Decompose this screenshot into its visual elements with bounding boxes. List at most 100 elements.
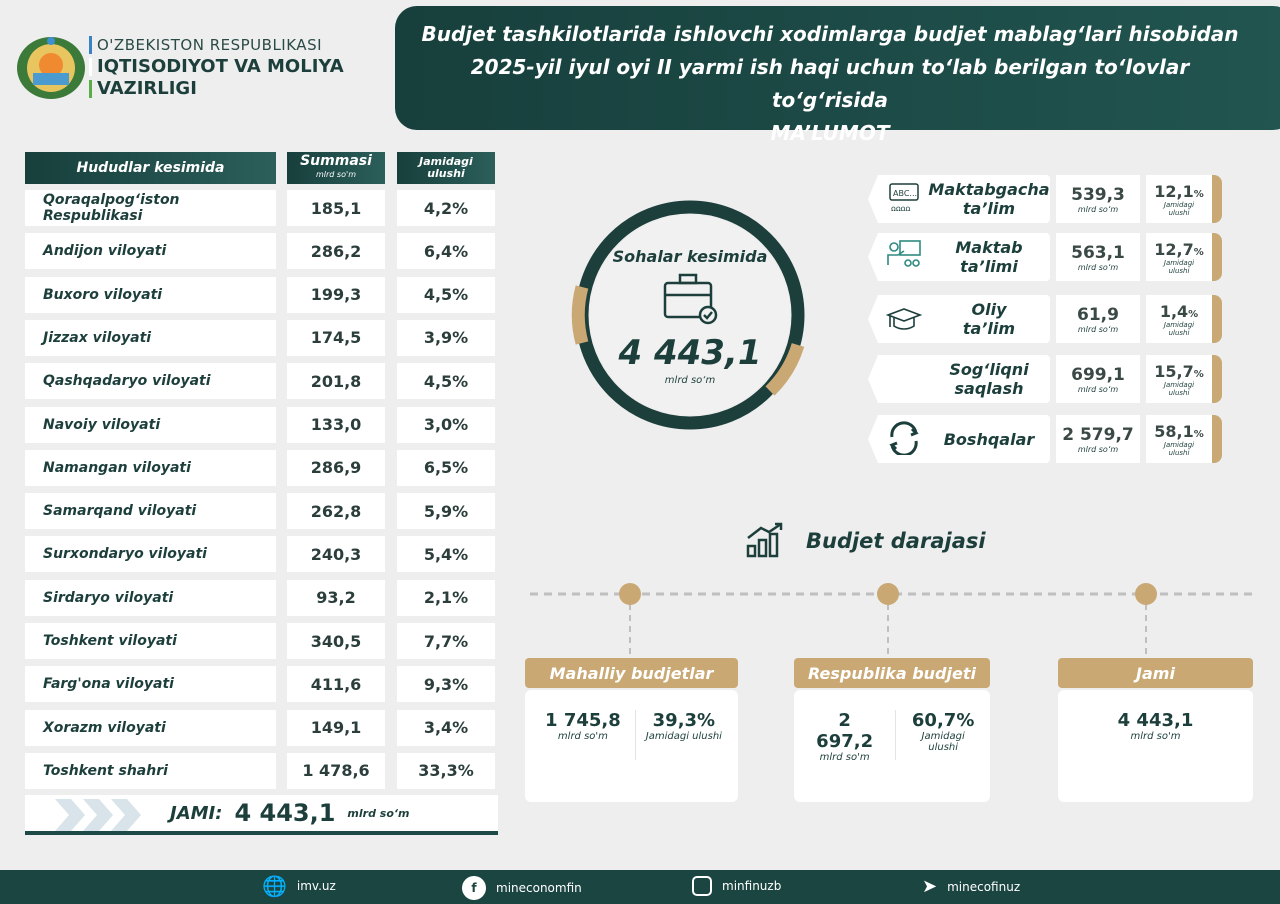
telegram-link[interactable]: ➤ minecofinuz <box>922 876 1020 897</box>
region-name-cell: Jizzax viloyati <box>25 319 276 356</box>
level-unit: mlrd so'm <box>1130 731 1181 742</box>
sector-name: Maktab ta’limi <box>928 238 1050 276</box>
sector-share-box: 58,1% Jamidagi ulushi <box>1146 415 1212 463</box>
sector-share-box: 15,7% Jamidagi ulushi <box>1146 355 1212 403</box>
percent-sign: % <box>1193 246 1204 258</box>
sector-share-value: 58,1 <box>1154 421 1194 441</box>
region-sum-cell: 93,2 <box>287 579 385 616</box>
region-name-cell: Sirdaryo viloyati <box>25 579 276 616</box>
sector-tab <box>1212 295 1222 343</box>
region-share-cell: 6,5% <box>397 449 495 486</box>
percent-sign: % <box>1193 188 1204 200</box>
total-label: JAMI: <box>170 802 223 824</box>
sum-header-unit: mlrd so'm <box>316 170 356 179</box>
level-value: 1 745,8 <box>545 710 621 731</box>
sector-share: 58,1% <box>1154 422 1204 441</box>
sector-tab <box>1212 233 1222 281</box>
region-sum-cell: 240,3 <box>287 536 385 573</box>
sector-name-line1: Sog‘liqni <box>949 360 1029 379</box>
region-sum-cell: 340,5 <box>287 623 385 659</box>
sector-tab <box>1212 355 1222 403</box>
level-share: 60,7% <box>911 710 975 731</box>
level-value-block: 2 697,2 mlrd so'm <box>794 710 895 802</box>
briefcase-icon <box>663 273 718 325</box>
sector-value-box: 539,3 mlrd so‘m <box>1056 175 1140 223</box>
growth-chart-icon <box>746 522 783 558</box>
sector-share-box: 1,4% Jamidagi ulushi <box>1146 295 1212 343</box>
sector-share: 15,7% <box>1154 362 1204 381</box>
sector-name-line2: ta’limi <box>960 257 1018 276</box>
sector-share-box: 12,1% Jamidagi ulushi <box>1146 175 1212 223</box>
telegram-icon: ➤ <box>922 876 938 897</box>
org-line2: IQTISODIYOT VA MOLIYA <box>97 56 344 77</box>
sector-row: ABC... ꭥꭥꭥꭥ Maktabgacha ta’lim 539,3 mlrd so‘… <box>868 175 1222 223</box>
region-name-cell: Qoraqalpog‘iston Respublikasi <box>25 190 276 226</box>
title-line3: MA’LUMOT <box>770 121 890 145</box>
region-share-cell: 3,9% <box>397 319 495 356</box>
region-share-cell: 4,5% <box>397 363 495 400</box>
region-name-cell: Navoiy viloyati <box>25 406 276 443</box>
sectors-circle: Sohalar kesimida 4 443,1 mlrd so‘m <box>570 195 810 439</box>
org-line3: VAZIRLIGI <box>97 78 197 99</box>
region-share-cell: 6,4% <box>397 233 495 270</box>
sectors-total: 4 443,1 <box>618 333 762 373</box>
chevrons-decoration-icon <box>55 799 141 831</box>
region-name-cell: Buxoro viloyati <box>25 276 276 313</box>
region-sum-cell: 286,9 <box>287 449 385 486</box>
sector-name-line1: Oliy <box>971 300 1007 319</box>
sector-share: 12,1% <box>1154 182 1204 201</box>
svg-text:ꭥꭥꭥꭥ: ꭥꭥꭥꭥ <box>891 204 911 213</box>
coat-of-arms-logo <box>15 35 87 101</box>
sector-unit: mlrd so‘m <box>1077 384 1119 394</box>
sector-name-box: Boshqalar <box>868 415 1050 463</box>
region-sum-cell: 149,1 <box>287 709 385 746</box>
level-share: 39,3% <box>652 710 716 731</box>
level-card: 2 697,2 mlrd so'm 60,7% Jamidagi ulushi <box>794 690 990 802</box>
sectors-title: Sohalar kesimida <box>612 247 768 266</box>
instagram-link[interactable]: minfinuzb <box>692 876 781 896</box>
org-name: O'ZBEKISTON RESPUBLIKASI IQTISODIYOT VA … <box>89 34 344 100</box>
total-unit: mlrd so‘m <box>347 806 410 820</box>
region-sum-cell: 286,2 <box>287 233 385 270</box>
facebook-link[interactable]: f mineconomfin <box>462 876 582 900</box>
level-card: 1 745,8 mlrd so'm 39,3% Jamidagi ulushi <box>525 690 738 802</box>
website-label: imv.uz <box>296 879 336 893</box>
percent-sign: % <box>1193 428 1204 440</box>
levels-connector <box>530 583 1255 658</box>
level-value: 2 697,2 <box>816 710 874 752</box>
title-line1: Budjet tashkilotlarida ishlovchi xodimla… <box>421 22 1239 46</box>
level-share-label: Jamidagi ulushi <box>921 731 965 753</box>
sector-name: Maktabgacha ta’lim <box>928 180 1050 218</box>
title-line2: 2025-yil iyul oyi II yarmi ish haqi uchu… <box>470 55 1190 112</box>
region-share-cell: 3,4% <box>397 709 495 746</box>
sector-name: Sog‘liqni saqlash <box>928 360 1050 398</box>
sector-unit: mlrd so‘m <box>1077 204 1119 214</box>
svg-text:ABC...: ABC... <box>893 189 917 198</box>
sector-value-box: 699,1 mlrd so‘m <box>1056 355 1140 403</box>
sector-share-label: Jamidagi ulushi <box>1163 380 1195 397</box>
sector-name-line2: ta’lim <box>962 199 1016 218</box>
percent-sign: % <box>1193 368 1204 380</box>
refresh-icon <box>868 421 928 457</box>
region-name-cell: Toshkent viloyati <box>25 623 276 659</box>
region-share-cell: 33,3% <box>397 752 495 789</box>
sector-share: 1,4% <box>1160 302 1198 321</box>
levels-title: Budjet darajasi <box>806 529 986 553</box>
website-link[interactable]: 🌐 imv.uz <box>262 876 336 896</box>
region-sum-cell: 201,8 <box>287 363 385 400</box>
sector-value: 539,3 <box>1071 184 1125 205</box>
level-unit: mlrd so'm <box>557 731 608 742</box>
region-sum-cell: 133,0 <box>287 406 385 443</box>
sector-value: 699,1 <box>1071 364 1125 385</box>
telegram-label: minecofinuz <box>947 879 1021 894</box>
sector-icon-placeholder <box>868 361 928 397</box>
sector-share-label: Jamidagi ulushi <box>1163 440 1195 457</box>
sector-name: Boshqalar <box>928 430 1050 449</box>
total-value: 4 443,1 <box>234 799 336 827</box>
title-banner: Budjet tashkilotlarida ishlovchi xodimla… <box>395 6 1280 145</box>
region-name-cell: Xorazm viloyati <box>25 709 276 746</box>
region-name-cell: Samarqand viloyati <box>25 493 276 530</box>
sector-share-label: Jamidagi ulushi <box>1163 258 1195 275</box>
sector-share-box: 12,7% Jamidagi ulushi <box>1146 233 1212 281</box>
sector-share-label: Jamidagi ulushi <box>1163 320 1195 337</box>
